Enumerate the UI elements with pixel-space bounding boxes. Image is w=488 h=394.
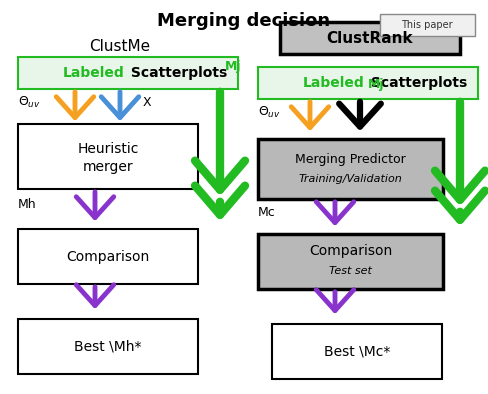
Text: Labeled: Labeled <box>302 76 364 90</box>
FancyBboxPatch shape <box>272 324 442 379</box>
FancyBboxPatch shape <box>380 14 475 36</box>
Text: Mj: Mj <box>225 59 242 72</box>
Text: $\Theta_{uv}$: $\Theta_{uv}$ <box>258 104 281 119</box>
Text: Best \Mh*: Best \Mh* <box>74 340 142 353</box>
Text: Test set: Test set <box>329 266 372 277</box>
Text: ClustMe: ClustMe <box>89 39 151 54</box>
Text: Comparison: Comparison <box>309 245 392 258</box>
FancyBboxPatch shape <box>258 67 478 99</box>
Text: Best \Mc*: Best \Mc* <box>324 344 390 359</box>
Text: Mj: Mj <box>368 78 385 91</box>
Text: $\Theta_{uv}$: $\Theta_{uv}$ <box>18 95 41 110</box>
Text: Merging decision: Merging decision <box>158 12 330 30</box>
Text: X: X <box>143 95 152 108</box>
Text: Mh: Mh <box>18 197 37 210</box>
Text: Mc: Mc <box>258 206 276 219</box>
FancyBboxPatch shape <box>258 234 443 289</box>
FancyBboxPatch shape <box>18 124 198 189</box>
FancyBboxPatch shape <box>280 22 460 54</box>
FancyBboxPatch shape <box>258 139 443 199</box>
Text: Scatterplots: Scatterplots <box>366 76 467 90</box>
Text: merger: merger <box>82 160 133 173</box>
FancyBboxPatch shape <box>18 57 238 89</box>
Text: Scatterplots: Scatterplots <box>126 66 227 80</box>
Text: Heuristic: Heuristic <box>77 141 139 156</box>
Text: Labeled: Labeled <box>62 66 124 80</box>
FancyBboxPatch shape <box>18 319 198 374</box>
FancyBboxPatch shape <box>18 229 198 284</box>
Text: This paper: This paper <box>401 20 453 30</box>
Text: Comparison: Comparison <box>66 249 150 264</box>
Text: Merging Predictor: Merging Predictor <box>295 152 406 165</box>
Text: ClustRank: ClustRank <box>326 30 413 45</box>
Text: Training/Validation: Training/Validation <box>299 174 403 184</box>
